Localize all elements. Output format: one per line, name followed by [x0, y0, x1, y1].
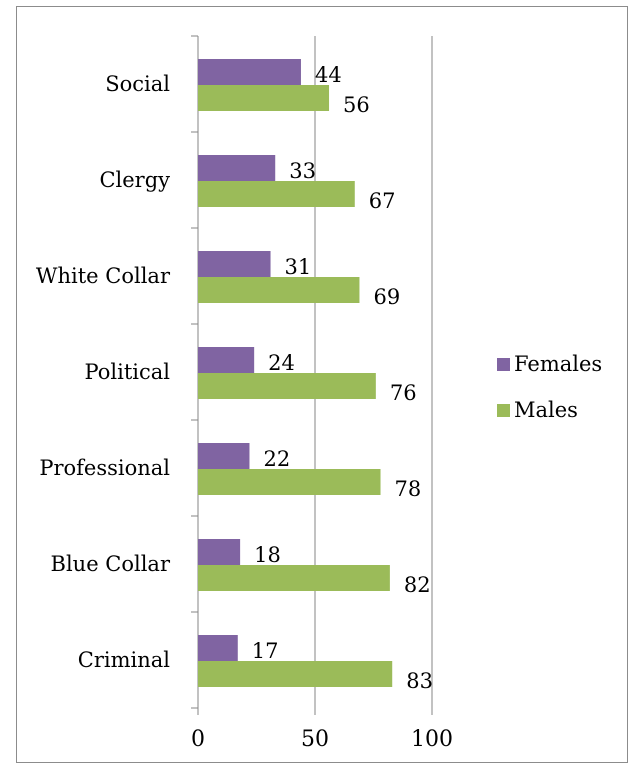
bar-females	[198, 539, 241, 565]
bar-males	[198, 661, 393, 687]
data-label-males: 78	[395, 477, 422, 501]
category-label: Political	[84, 360, 170, 384]
data-label-females: 24	[268, 351, 295, 375]
data-label-males: 67	[369, 189, 396, 213]
legend-label-males: Males	[514, 398, 578, 422]
x-tick-label: 100	[411, 727, 453, 752]
data-label-females: 17	[252, 639, 279, 663]
legend-swatch-males	[497, 404, 510, 417]
data-label-females: 31	[285, 255, 312, 279]
bar-males	[198, 181, 355, 207]
category-label: Clergy	[99, 168, 170, 192]
data-label-males: 83	[406, 669, 433, 693]
data-label-males: 56	[343, 93, 370, 117]
category-label: White Collar	[36, 264, 171, 288]
category-label: Criminal	[78, 648, 170, 672]
x-tick-label: 0	[191, 727, 205, 752]
bar-females	[198, 635, 238, 661]
data-label-females: 33	[289, 159, 316, 183]
data-label-females: 44	[315, 63, 342, 87]
category-label: Blue Collar	[51, 552, 171, 576]
legend-label-females: Females	[514, 352, 602, 376]
bar-females	[198, 155, 276, 181]
category-label: Social	[105, 72, 170, 96]
bar-females	[198, 347, 255, 373]
category-label: Professional	[39, 456, 170, 480]
data-label-males: 82	[404, 573, 431, 597]
bar-males	[198, 469, 381, 495]
bar-females	[198, 251, 271, 277]
x-tick-label: 50	[301, 727, 329, 752]
data-label-females: 18	[254, 543, 281, 567]
bar-females	[198, 59, 301, 85]
data-label-females: 22	[263, 447, 290, 471]
bar-males	[198, 277, 360, 303]
bar-males	[198, 85, 330, 111]
data-label-males: 76	[390, 381, 417, 405]
bar-females	[198, 443, 250, 469]
legend-swatch-females	[497, 358, 510, 371]
bar-males	[198, 373, 376, 399]
bar-males	[198, 565, 390, 591]
data-label-males: 69	[373, 285, 400, 309]
